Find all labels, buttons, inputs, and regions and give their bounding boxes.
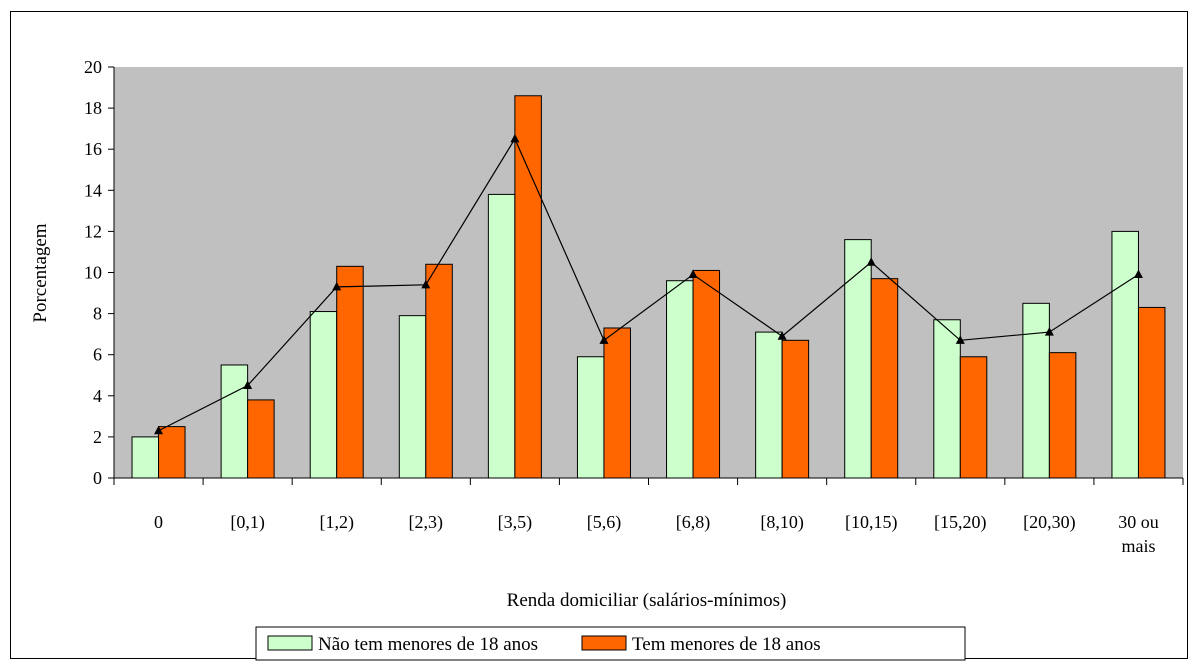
bar-sem-menores xyxy=(1022,302,1050,479)
line-marker xyxy=(955,335,965,344)
y-axis: 0 2 4 6 8 10 12 14 16 18 20 xyxy=(84,57,115,488)
y-tick-label: 2 xyxy=(93,427,102,447)
line-marker xyxy=(1044,327,1054,336)
y-tick-label: 10 xyxy=(84,263,102,283)
average-line xyxy=(154,133,1143,435)
line-marker xyxy=(154,425,164,435)
bar-com-menores xyxy=(1137,306,1166,479)
line-marker xyxy=(421,279,431,289)
bar-sem-menores xyxy=(309,311,338,479)
bar-sem-menores xyxy=(666,280,694,479)
x-category-label: [20,30) xyxy=(1023,512,1076,533)
bar-sem-menores xyxy=(398,315,427,479)
bar-sem-menores xyxy=(933,319,961,479)
line-marker xyxy=(243,380,253,390)
line-marker xyxy=(866,257,876,266)
bar-sem-menores xyxy=(220,364,249,479)
bar-com-menores xyxy=(158,426,186,479)
x-category-label: [8,10) xyxy=(760,512,804,533)
line-marker xyxy=(1133,269,1143,279)
x-axis: 0 [0,1) [1,2) [2,3) [3,5) [5,6) [6,8) [8,10) [10… xyxy=(113,477,1184,556)
bar-com-menores xyxy=(425,263,453,479)
x-axis-title: Renda domiciliar (salários-mínimos) xyxy=(507,590,787,611)
y-tick-label: 0 xyxy=(93,468,102,488)
line-marker xyxy=(777,331,787,340)
legend-label: Tem menores de 18 anos xyxy=(632,634,821,655)
bar-com-menores xyxy=(781,339,810,479)
bar-com-menores xyxy=(603,327,631,479)
y-tick-label: 18 xyxy=(84,98,102,118)
bar-sem-menores xyxy=(131,436,160,479)
line-marker xyxy=(688,269,698,279)
x-category-label: 0 xyxy=(154,512,163,532)
bar-com-menores xyxy=(514,95,542,479)
legend-label: Não tem menores de 18 anos xyxy=(318,634,538,655)
x-category-label: 30 ou mais xyxy=(1118,512,1159,556)
x-category-label: [10,15) xyxy=(845,512,898,533)
bar-com-menores xyxy=(1048,352,1077,479)
x-category-label: [1,2) xyxy=(319,512,354,533)
y-tick-label: 20 xyxy=(84,57,102,77)
legend-swatch xyxy=(267,635,313,651)
bar-sem-menores xyxy=(576,356,605,479)
line-marker xyxy=(332,281,342,291)
y-tick-label: 14 xyxy=(84,180,102,200)
x-category-label: [15,20) xyxy=(934,512,987,533)
x-category-label: [0,1) xyxy=(230,512,265,533)
bar-sem-menores xyxy=(844,239,872,479)
y-tick-label: 6 xyxy=(93,345,102,365)
legend-swatch xyxy=(581,635,627,651)
x-category-label: [5,6) xyxy=(587,512,622,533)
bar-sem-menores xyxy=(487,193,516,479)
line-marker xyxy=(510,133,520,143)
y-tick-label: 12 xyxy=(84,221,102,241)
bar-com-menores xyxy=(870,278,899,479)
plot-area xyxy=(114,67,1183,478)
bar-sem-menores xyxy=(1111,230,1139,479)
bar-com-menores xyxy=(959,356,988,479)
line-marker xyxy=(599,335,609,344)
bar-sem-menores xyxy=(755,331,783,479)
y-tick-label: 4 xyxy=(93,386,102,406)
legend: Não tem menores de 18 anos Tem menores de… xyxy=(255,626,966,661)
line-series xyxy=(158,137,1139,432)
x-category-label: [6,8) xyxy=(676,512,711,533)
bar-com-menores xyxy=(336,265,364,479)
bar-com-menores xyxy=(247,399,275,479)
y-tick-label: 8 xyxy=(93,304,102,324)
y-tick-label: 16 xyxy=(84,139,102,159)
bar-com-menores xyxy=(692,269,721,479)
x-category-label: [3,5) xyxy=(498,512,533,533)
x-category-label: [2,3) xyxy=(409,512,444,533)
y-axis-title: Porcentagem xyxy=(30,223,51,322)
